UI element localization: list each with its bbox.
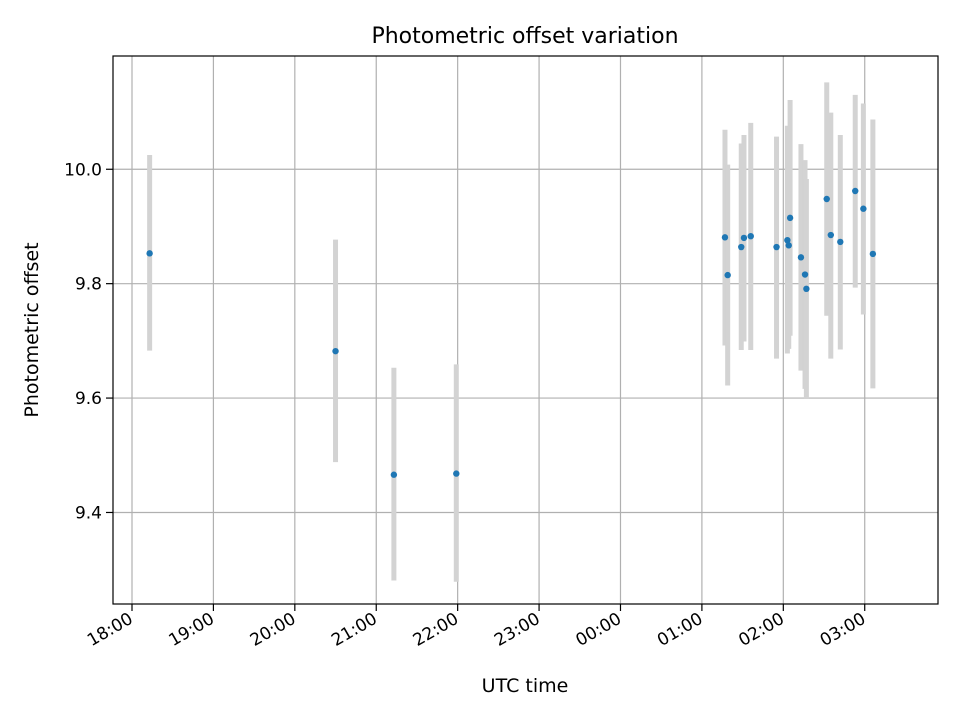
x-tick-label: 18:00 — [84, 609, 136, 651]
x-tick-label: 00:00 — [573, 609, 625, 651]
y-tick-label: 9.8 — [75, 275, 102, 295]
y-tick-label: 10.0 — [64, 160, 102, 180]
data-point — [146, 250, 153, 257]
chart-title: Photometric offset variation — [371, 24, 678, 49]
x-axis-label: UTC time — [482, 675, 569, 697]
data-point — [801, 271, 809, 278]
x-tick-label: 23:00 — [491, 609, 543, 651]
data-point — [738, 243, 745, 251]
data-point — [785, 242, 792, 249]
data-point — [390, 471, 398, 478]
data-point — [837, 238, 844, 246]
y-axis-label: Photometric offset — [21, 242, 43, 417]
x-tick-label: 21:00 — [328, 609, 380, 651]
x-tick-label: 02:00 — [735, 609, 787, 651]
plot-area-frame — [112, 55, 939, 605]
data-point — [724, 271, 731, 279]
x-tick-label: 03:00 — [817, 609, 869, 651]
data-point — [453, 470, 460, 477]
x-tick-label: 01:00 — [654, 609, 706, 651]
data-point — [784, 236, 791, 244]
data-point — [786, 214, 794, 222]
y-tick-label: 9.4 — [75, 503, 102, 523]
data-point — [827, 231, 835, 239]
data-point — [860, 205, 867, 212]
data-point — [852, 187, 859, 195]
data-points — [146, 187, 877, 478]
data-point — [869, 250, 877, 258]
error-bars — [147, 82, 876, 582]
data-point — [332, 347, 339, 355]
x-tick-label: 22:00 — [410, 609, 462, 651]
data-point — [747, 232, 754, 240]
data-point — [773, 243, 780, 251]
x-tick-label: 19:00 — [165, 609, 217, 651]
y-tick-label: 9.6 — [75, 389, 102, 409]
x-tick-label: 20:00 — [247, 609, 299, 651]
data-point — [823, 195, 830, 203]
data-point — [797, 254, 805, 261]
data-point — [721, 234, 729, 241]
data-point — [803, 285, 810, 293]
grid — [113, 56, 938, 604]
data-point — [740, 234, 748, 242]
